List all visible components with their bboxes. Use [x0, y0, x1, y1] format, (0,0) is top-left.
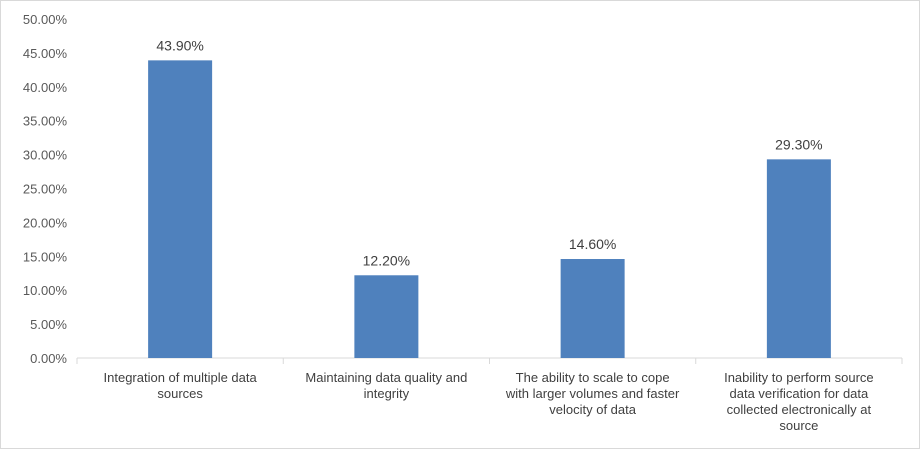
category-label-line: sources	[157, 386, 203, 401]
y-tick-label: 50.00%	[23, 12, 68, 27]
data-label: 14.60%	[569, 236, 616, 252]
category-label-line: source	[779, 418, 818, 433]
y-tick-label: 10.00%	[23, 283, 68, 298]
data-label: 43.90%	[156, 37, 203, 53]
category-label-line: integrity	[364, 386, 410, 401]
y-tick-label: 0.00%	[30, 351, 67, 366]
y-tick-label: 5.00%	[30, 317, 67, 332]
y-axis: 0.00% 5.00% 10.00% 15.00% 20.00% 25.00% 30.00%…	[23, 12, 68, 366]
category-labels: Integration of multiple data sources Maint…	[104, 370, 874, 433]
category-label-line: collected electronically at	[727, 402, 872, 417]
y-tick-label: 45.00%	[23, 46, 68, 61]
category-label-line: Inability to perform source	[724, 370, 874, 385]
category-label: Inability to perform source data verifica…	[724, 370, 874, 433]
bar	[148, 60, 213, 358]
x-axis	[76, 357, 903, 364]
bars	[148, 60, 831, 358]
category-label-line: velocity of data	[549, 402, 636, 417]
y-tick-label: 35.00%	[23, 114, 68, 129]
bar	[560, 259, 625, 358]
category-label: Maintaining data quality and integrity	[305, 370, 467, 401]
category-label-line: The ability to scale to cope	[516, 370, 670, 385]
category-label-line: with larger volumes and faster	[505, 386, 680, 401]
category-label: The ability to scale to cope with larger …	[505, 370, 680, 417]
data-label: 12.20%	[363, 252, 410, 268]
data-labels: 43.90% 12.20% 14.60% 29.30%	[156, 37, 822, 268]
y-tick-label: 40.00%	[23, 80, 68, 95]
y-tick-label: 20.00%	[23, 215, 68, 230]
category-label: Integration of multiple data sources	[104, 370, 258, 401]
y-tick-label: 25.00%	[23, 182, 68, 197]
y-tick-label: 30.00%	[23, 148, 68, 163]
category-label-line: data verification for data	[730, 386, 870, 401]
bar	[354, 275, 419, 358]
y-tick-label: 15.00%	[23, 249, 68, 264]
category-label-line: Integration of multiple data	[104, 370, 258, 385]
data-label: 29.30%	[775, 136, 822, 152]
bar	[766, 159, 831, 358]
category-label-line: Maintaining data quality and	[305, 370, 467, 385]
